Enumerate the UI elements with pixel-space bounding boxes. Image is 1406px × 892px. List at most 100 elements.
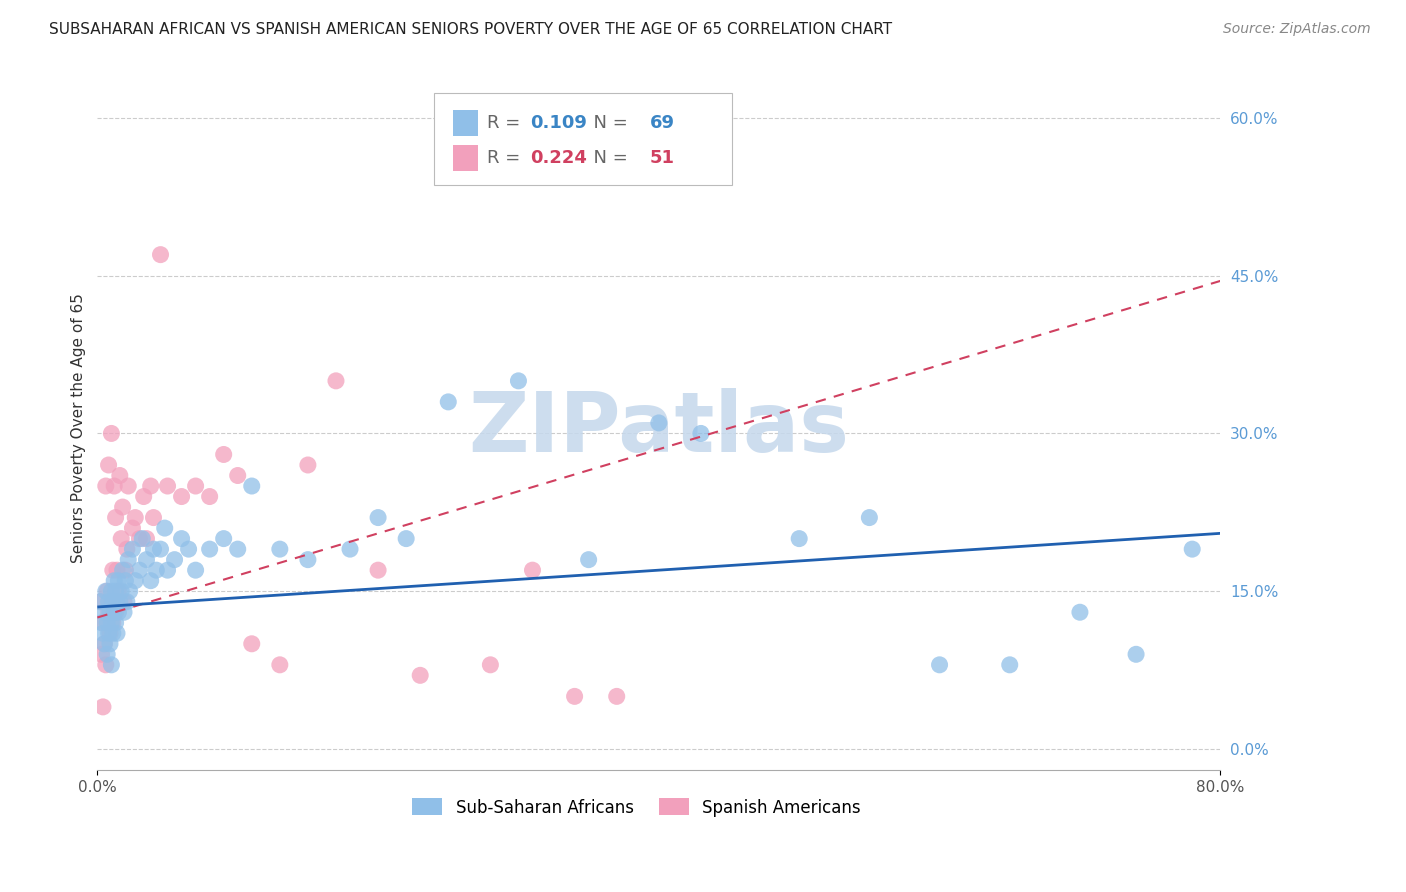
Point xyxy=(479,657,502,672)
Point xyxy=(690,426,713,441)
Point xyxy=(409,668,432,682)
Point xyxy=(89,595,111,609)
Text: 0.109: 0.109 xyxy=(530,113,586,132)
Point xyxy=(269,657,291,672)
Point xyxy=(606,690,628,704)
Point xyxy=(142,542,165,557)
Point xyxy=(135,552,157,566)
Point xyxy=(91,699,114,714)
Point xyxy=(121,521,143,535)
Point xyxy=(226,542,249,557)
Point xyxy=(107,584,129,599)
Point xyxy=(117,552,139,566)
Point xyxy=(131,532,153,546)
FancyBboxPatch shape xyxy=(453,145,478,171)
Point xyxy=(395,532,418,546)
Point xyxy=(93,605,115,619)
Point xyxy=(110,532,132,546)
Point xyxy=(101,615,124,630)
Point xyxy=(139,574,162,588)
Point xyxy=(787,532,810,546)
Point xyxy=(928,657,950,672)
Text: 69: 69 xyxy=(650,113,675,132)
Point xyxy=(149,247,172,261)
Point xyxy=(103,479,125,493)
Point xyxy=(240,479,263,493)
Point xyxy=(121,542,143,557)
Point xyxy=(124,510,146,524)
Point xyxy=(128,563,150,577)
Point xyxy=(145,563,167,577)
Point xyxy=(1069,605,1091,619)
Point xyxy=(212,532,235,546)
Point xyxy=(198,490,221,504)
Point xyxy=(104,584,127,599)
Point xyxy=(101,626,124,640)
Text: R =: R = xyxy=(486,113,526,132)
Point xyxy=(858,510,880,524)
Text: N =: N = xyxy=(582,149,634,167)
Point xyxy=(508,374,530,388)
Point xyxy=(96,648,118,662)
Point xyxy=(240,637,263,651)
Point xyxy=(339,542,361,557)
Point xyxy=(107,574,129,588)
FancyBboxPatch shape xyxy=(453,110,478,136)
Point xyxy=(118,584,141,599)
Point xyxy=(93,637,115,651)
Point xyxy=(105,595,128,609)
Point xyxy=(100,657,122,672)
Point xyxy=(97,626,120,640)
Point xyxy=(156,563,179,577)
Point xyxy=(103,605,125,619)
Point xyxy=(110,584,132,599)
Text: ZIPatlas: ZIPatlas xyxy=(468,388,849,468)
Point xyxy=(98,605,121,619)
Point xyxy=(212,447,235,461)
Point xyxy=(104,510,127,524)
Point xyxy=(98,637,121,651)
Point xyxy=(522,563,544,577)
Point xyxy=(170,490,193,504)
Text: R =: R = xyxy=(486,149,526,167)
Point xyxy=(269,542,291,557)
Point xyxy=(998,657,1021,672)
Point xyxy=(297,552,319,566)
Point xyxy=(100,595,122,609)
Point xyxy=(124,574,146,588)
Point xyxy=(107,605,129,619)
Point xyxy=(184,479,207,493)
Point xyxy=(149,542,172,557)
Point xyxy=(101,595,124,609)
Point xyxy=(648,416,671,430)
Point xyxy=(112,595,135,609)
FancyBboxPatch shape xyxy=(434,93,731,186)
Point xyxy=(115,595,138,609)
Point xyxy=(367,510,389,524)
Point xyxy=(104,615,127,630)
Point xyxy=(98,626,121,640)
Point xyxy=(170,532,193,546)
Point xyxy=(89,595,111,609)
Point xyxy=(325,374,347,388)
Point xyxy=(97,458,120,472)
Point xyxy=(104,605,127,619)
Point xyxy=(184,563,207,577)
Point xyxy=(97,605,120,619)
Point xyxy=(153,521,176,535)
Point xyxy=(177,542,200,557)
Text: SUBSAHARAN AFRICAN VS SPANISH AMERICAN SENIORS POVERTY OVER THE AGE OF 65 CORREL: SUBSAHARAN AFRICAN VS SPANISH AMERICAN S… xyxy=(49,22,893,37)
Text: 0.224: 0.224 xyxy=(530,149,586,167)
Point xyxy=(128,532,150,546)
Point xyxy=(101,563,124,577)
Point xyxy=(142,510,165,524)
Point xyxy=(93,637,115,651)
Point xyxy=(94,584,117,599)
Point xyxy=(1125,648,1147,662)
Point xyxy=(132,490,155,504)
Point xyxy=(139,479,162,493)
Point xyxy=(114,563,136,577)
Text: Source: ZipAtlas.com: Source: ZipAtlas.com xyxy=(1223,22,1371,37)
Point xyxy=(578,552,600,566)
Point xyxy=(1181,542,1204,557)
